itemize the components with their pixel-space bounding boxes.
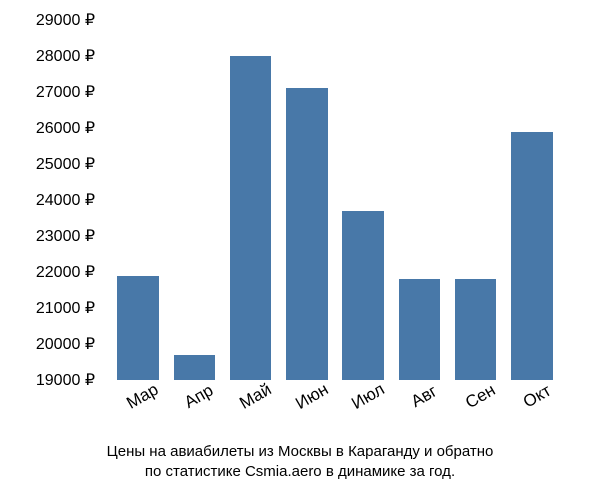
bars-group — [105, 20, 565, 380]
bar — [174, 355, 216, 380]
bar-slot — [504, 20, 560, 380]
bar-slot — [279, 20, 335, 380]
y-tick-label: 25000 ₽ — [36, 154, 95, 174]
y-tick-label: 19000 ₽ — [36, 370, 95, 390]
y-tick-label: 29000 ₽ — [36, 10, 95, 30]
x-tick-label: Авг — [408, 381, 441, 412]
plot-area: 19000 ₽20000 ₽21000 ₽22000 ₽23000 ₽24000… — [105, 20, 565, 380]
x-tick-label: Мар — [124, 380, 163, 414]
chart-caption: Цены на авиабилеты из Москвы в Караганду… — [20, 442, 580, 483]
x-label-slot: Май — [223, 380, 279, 408]
y-tick-label: 28000 ₽ — [36, 46, 95, 66]
x-tick-label: Июл — [348, 379, 388, 414]
bar — [511, 132, 553, 380]
bar — [230, 56, 272, 380]
x-label-slot: Апр — [166, 380, 222, 408]
y-tick-label: 27000 ₽ — [36, 82, 95, 102]
y-tick-label: 22000 ₽ — [36, 262, 95, 282]
x-tick-label: Май — [236, 380, 275, 414]
x-tick-label: Окт — [519, 381, 554, 413]
y-tick-label: 21000 ₽ — [36, 298, 95, 318]
bar — [455, 279, 497, 380]
bar — [399, 279, 441, 380]
bar — [342, 211, 384, 380]
x-tick-label: Апр — [181, 381, 217, 413]
bar-slot — [335, 20, 391, 380]
x-axis: МарАпрМайИюнИюлАвгСенОкт — [105, 380, 565, 440]
bar — [286, 88, 328, 380]
caption-line-2: по статистике Csmia.aero в динамике за г… — [30, 462, 570, 482]
x-labels-group: МарАпрМайИюнИюлАвгСенОкт — [105, 380, 565, 408]
x-label-slot: Авг — [391, 380, 447, 408]
bar-slot — [166, 20, 222, 380]
y-tick-label: 26000 ₽ — [36, 118, 95, 138]
y-tick-label: 20000 ₽ — [36, 334, 95, 354]
x-label-slot: Июл — [335, 380, 391, 408]
bar — [117, 276, 159, 380]
bar-slot — [223, 20, 279, 380]
x-label-slot: Мар — [110, 380, 166, 408]
x-label-slot: Июн — [279, 380, 335, 408]
caption-line-1: Цены на авиабилеты из Москвы в Караганду… — [30, 442, 570, 462]
x-label-slot: Окт — [504, 380, 560, 408]
price-chart: 19000 ₽ 20000 ₽ 21000 ₽ 22000 ₽ 23000 ₽ 24000… — [0, 0, 600, 500]
y-tick-label: 23000 ₽ — [36, 226, 95, 246]
y-tick-label: 24000 ₽ — [36, 190, 95, 210]
y-axis: 19000 ₽20000 ₽21000 ₽22000 ₽23000 ₽24000… — [20, 20, 100, 380]
bar-slot — [448, 20, 504, 380]
x-tick-label: Июн — [292, 379, 332, 414]
bar-slot — [110, 20, 166, 380]
bar-slot — [391, 20, 447, 380]
x-label-slot: Сен — [448, 380, 504, 408]
x-tick-label: Сен — [462, 380, 499, 413]
